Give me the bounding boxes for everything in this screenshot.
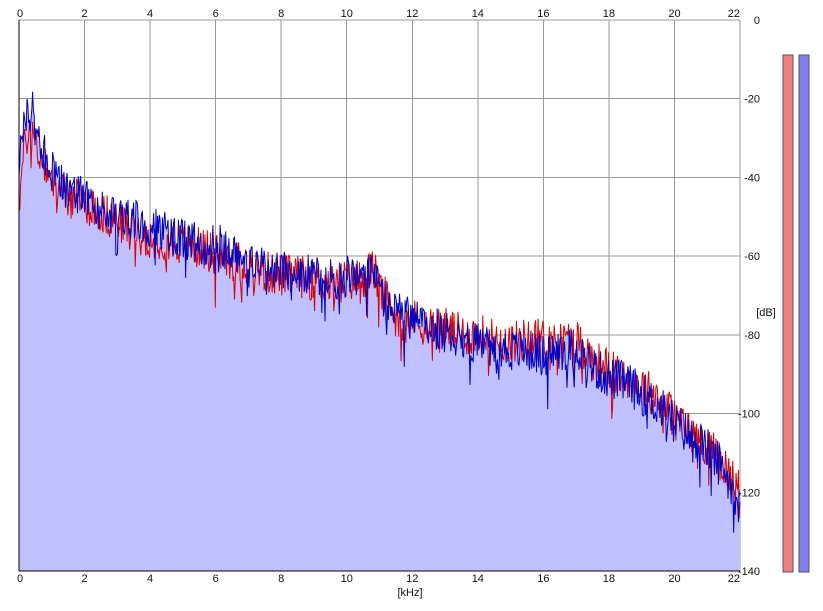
x-tick-label-bottom: 12 [406, 573, 418, 585]
x-tick-label-bottom: 16 [537, 573, 549, 585]
level-meter-left [782, 54, 794, 573]
x-tick-label-top: 22 [728, 8, 740, 20]
x-tick-label-bottom: 4 [147, 573, 153, 585]
series-lines [18, 91, 741, 533]
x-tick-label-top: 8 [278, 8, 284, 20]
y-tick-label: -120 [738, 487, 760, 499]
x-tick-label-top: 0 [17, 8, 23, 20]
y-tick-label: -60 [744, 251, 760, 263]
x-tick-label-bottom: 22 [728, 573, 740, 585]
level-meters [782, 54, 810, 573]
x-tick-label-top: 16 [537, 8, 549, 20]
level-meter-right [798, 54, 810, 573]
axes [18, 20, 740, 572]
y-tick-label: -20 [744, 94, 760, 106]
tick-labels: 002244668810101212141416161818202022220-… [17, 8, 760, 585]
x-tick-label-bottom: 10 [341, 573, 353, 585]
spectrum-fill-area [19, 91, 740, 571]
spectrum-fill [19, 91, 740, 571]
x-tick-label-bottom: 18 [603, 573, 615, 585]
y-tick-label: 0 [754, 15, 760, 27]
x-tick-label-top: 6 [213, 8, 219, 20]
x-tick-label-bottom: 6 [213, 573, 219, 585]
y-tick-label: -140 [738, 566, 760, 578]
x-tick-label-top: 2 [81, 8, 87, 20]
y-tick-label: -80 [744, 330, 760, 342]
x-tick-label-bottom: 0 [17, 573, 23, 585]
y-tick-label: -40 [744, 172, 760, 184]
y-axis-label: [dB] [756, 307, 776, 319]
x-tick-label-bottom: 2 [81, 573, 87, 585]
x-axis-label: [kHz] [397, 587, 422, 599]
x-tick-label-bottom: 20 [668, 573, 680, 585]
x-tick-label-top: 12 [406, 8, 418, 20]
series-line-red [18, 120, 741, 519]
x-tick-label-top: 18 [603, 8, 615, 20]
x-tick-label-top: 14 [472, 8, 484, 20]
y-tick-label: -100 [738, 409, 760, 421]
x-tick-label-top: 4 [147, 8, 153, 20]
series-line-blue [18, 91, 741, 533]
x-tick-label-top: 20 [668, 8, 680, 20]
x-tick-label-bottom: 8 [278, 573, 284, 585]
x-tick-label-top: 10 [341, 8, 353, 20]
x-tick-label-bottom: 14 [472, 573, 484, 585]
